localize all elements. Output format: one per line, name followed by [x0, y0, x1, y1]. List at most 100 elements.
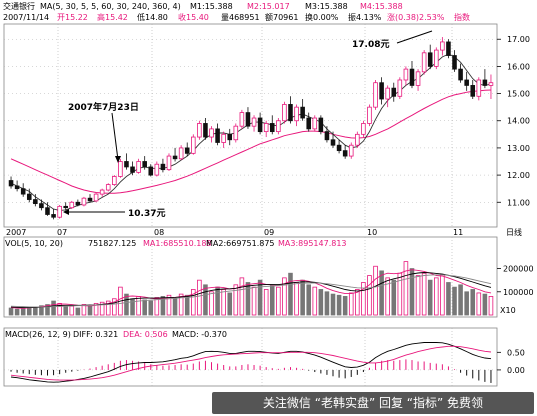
x-label-08: 08	[154, 228, 164, 237]
candle-body	[112, 176, 117, 185]
volume-tick-label: 100000	[503, 288, 534, 297]
vol-params: VOL(5, 10, 20)	[5, 239, 63, 248]
volume-bar	[166, 294, 172, 316]
ma-m3-value: M3:15.388	[305, 2, 348, 11]
volume-bar	[415, 275, 421, 316]
candle	[470, 79, 476, 100]
candle	[379, 77, 384, 105]
candle	[385, 85, 390, 108]
candle	[136, 158, 141, 174]
volume-bar	[282, 277, 287, 316]
candle-body	[245, 112, 251, 127]
volume-bar	[330, 293, 336, 316]
price-tick-label: 11.00	[507, 198, 530, 207]
candle-body	[39, 203, 44, 209]
candle-body	[348, 144, 354, 157]
candle	[184, 142, 190, 157]
volume-bar	[178, 293, 184, 316]
volume-bar	[203, 284, 208, 316]
volume-bar	[81, 304, 87, 316]
candle-body	[45, 207, 50, 215]
period-label[interactable]: 日线	[506, 227, 522, 237]
macd-params: MACD(26, 12, 9)	[5, 330, 71, 339]
stock-name: 交通银行	[3, 1, 35, 11]
candle	[105, 183, 111, 192]
ma-params: MA(5, 30, 5, 5, 60, 30, 240, 360, 4)	[40, 2, 181, 11]
volume-bar	[63, 306, 68, 316]
candle	[476, 77, 482, 101]
annotation-low-label: 10.37元	[128, 208, 165, 219]
candle	[14, 180, 20, 192]
candle	[397, 77, 403, 100]
price-tick-label: 14.00	[507, 117, 530, 126]
volume-bar	[452, 286, 457, 316]
candle-body	[8, 180, 14, 187]
annotation-breakout-arrowhead	[115, 156, 121, 163]
volume-bar	[361, 282, 366, 316]
candle	[361, 120, 366, 138]
x-label-10: 10	[367, 228, 377, 237]
candle-body	[197, 123, 202, 138]
candle	[20, 183, 26, 197]
volume-panel-frame	[3, 236, 498, 318]
candle-body	[239, 112, 245, 127]
volume-bar	[105, 300, 111, 316]
volume-bar	[276, 286, 281, 316]
candle	[300, 99, 305, 121]
volume-bar	[409, 268, 415, 316]
candle-body	[397, 79, 403, 97]
candle	[203, 118, 208, 140]
candle	[93, 192, 99, 203]
candle	[112, 175, 117, 186]
candle	[118, 158, 123, 178]
bar-date: 2007/11/14	[3, 13, 49, 22]
candle	[440, 37, 445, 56]
candle-body	[14, 185, 20, 190]
macd-lines	[10, 342, 492, 383]
candle-body	[276, 120, 281, 133]
volume-bar	[191, 289, 196, 316]
candle-body	[336, 144, 342, 152]
candle-body	[367, 106, 372, 124]
price-header-line1: 交通银行 MA(5, 30, 5, 5, 60, 30, 240, 360, 4…	[3, 1, 403, 11]
macd-tick-label: 0.50	[507, 348, 525, 357]
candle	[130, 161, 135, 176]
candle	[276, 118, 281, 135]
candlestick-series	[8, 37, 494, 220]
candle-body	[288, 104, 293, 122]
open-value: 开15.22	[57, 13, 88, 22]
candle-body	[403, 68, 409, 81]
volume-bar	[197, 279, 202, 316]
candle-body	[160, 163, 166, 171]
candle-body	[294, 106, 299, 122]
volume-bars	[8, 261, 494, 316]
volume-bar	[257, 279, 263, 316]
candle	[458, 63, 463, 83]
candle	[148, 164, 154, 177]
volume-bar	[233, 284, 239, 316]
annotation-peak-label: 17.08元	[352, 39, 389, 50]
volume-ma3-line	[10, 274, 492, 308]
price-tick-label: 16.00	[507, 62, 530, 71]
candle-body	[269, 123, 275, 133]
candle	[69, 200, 75, 210]
volume-bar	[148, 300, 154, 316]
candle	[81, 196, 87, 207]
candle-body	[318, 117, 324, 133]
price-tick-label: 12.00	[507, 171, 530, 180]
index-label[interactable]: 指数	[454, 12, 470, 22]
annotation-breakout: 2007年7月23日	[68, 101, 139, 163]
macd-diff-line	[10, 342, 492, 383]
candle	[197, 120, 202, 140]
volume-bar	[294, 282, 299, 316]
ma-m1-value: M1:15.388	[190, 2, 233, 11]
candle	[421, 50, 427, 75]
candle-body	[427, 52, 433, 67]
volume-bar	[385, 277, 390, 316]
candle	[51, 209, 56, 220]
volume-bar	[69, 305, 75, 316]
x-axis: 2007 07 08 09 10 11 日线	[6, 227, 522, 237]
candle-body	[251, 117, 257, 127]
candle-body	[300, 106, 305, 119]
